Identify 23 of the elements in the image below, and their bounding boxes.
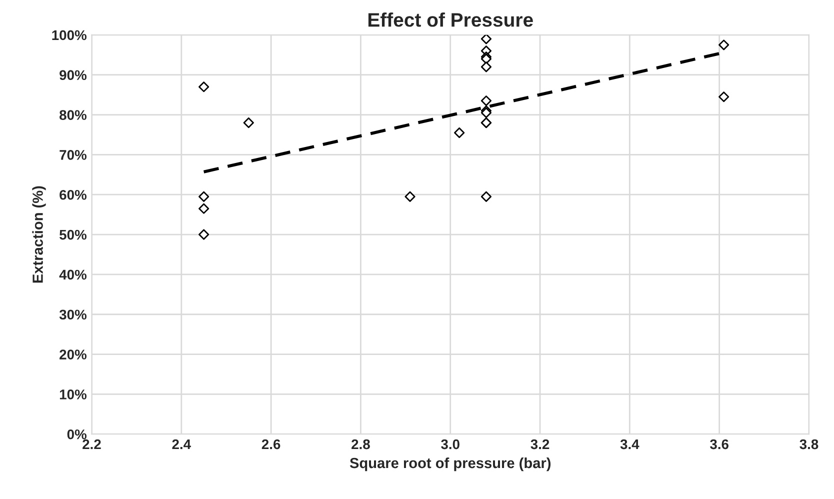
y-tick-label: 30% [59,310,87,320]
y-tick-label: 60% [60,190,87,200]
x-tick-label: 3.2 [530,439,550,450]
x-tick-label: 2.2 [82,439,101,450]
y-tick-label: 0% [67,429,87,440]
x-tick-label: 3.0 [441,439,460,450]
y-axis-title: Extraction (%) [32,186,46,283]
x-tick-label: 3.6 [710,439,728,450]
chart-title: Effect of Pressure [368,12,533,27]
y-tick-label: 40% [59,270,87,280]
x-axis-title: Square root of pressure (bar) [350,457,551,472]
x-tick-label: 2.8 [352,439,370,450]
y-tick-label: 80% [60,110,87,120]
y-tick-label: 90% [60,70,87,80]
y-tick-label: 70% [60,150,87,160]
x-tick-label: 2.4 [172,439,191,450]
y-tick-label: 10% [60,390,87,400]
x-tick-label: 2.6 [262,439,280,450]
y-tick-label: 100% [52,30,87,40]
x-tick-label: 3.8 [800,439,818,450]
x-tick-label: 3.4 [620,439,640,450]
y-tick-label: 50% [60,230,87,240]
y-tick-label: 20% [60,350,87,360]
